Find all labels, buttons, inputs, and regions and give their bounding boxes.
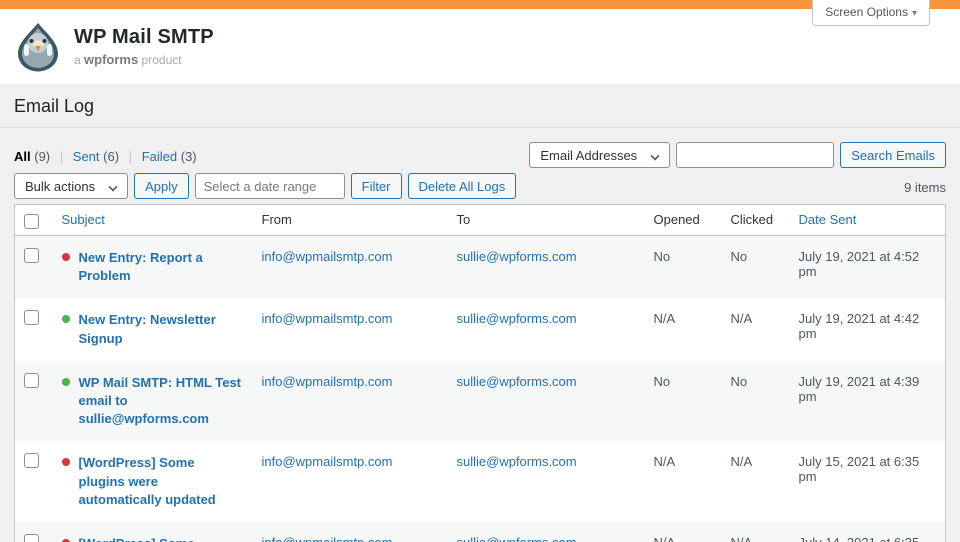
opened-value: No (653, 249, 671, 264)
clicked-value: N/A (730, 454, 753, 470)
table-header-row: Subject From To Opened Clicked Date Sent (14, 204, 946, 236)
filter-button[interactable]: Filter (350, 173, 402, 199)
to-email-link[interactable]: sullie@wpforms.com (456, 249, 577, 264)
search-input[interactable] (676, 142, 835, 168)
date-sent-value: July 15, 2021 at 6:35 pm (798, 454, 920, 485)
status-dot-icon (61, 315, 70, 324)
to-email-link[interactable]: sullie@wpforms.com (456, 373, 577, 389)
table-row: [WordPress] Some plugins were automatica… (15, 441, 946, 522)
clicked-value: No (730, 249, 748, 264)
row-checkbox[interactable] (24, 248, 39, 263)
brand-subtitle: a wpforms product (74, 52, 214, 67)
delete-all-logs-button[interactable]: Delete All Logs (407, 173, 517, 199)
wpforms-wordmark: wpforms (84, 52, 139, 67)
view-failed-link[interactable]: Failed (141, 149, 178, 164)
select-all-checkbox[interactable] (24, 214, 39, 229)
search-field-select-value: Email Addresses (540, 147, 638, 163)
search-emails-button[interactable]: Search Emails (840, 142, 946, 168)
clicked-value: N/A (730, 311, 753, 327)
column-header-clicked: Clicked (720, 204, 789, 236)
brand-text-block: WP Mail SMTP a wpforms product (74, 26, 214, 67)
opened-value: N/A (653, 311, 676, 327)
subject-link[interactable]: New Entry: Newsletter Signup (78, 312, 216, 346)
from-email-link[interactable]: info@wpmailsmtp.com (261, 249, 393, 264)
search-field-select[interactable]: Email Addresses (529, 142, 671, 168)
subject-link[interactable]: New Entry: Report a Problem (78, 250, 203, 284)
brand-sub-suffix: product (141, 53, 182, 67)
from-email-link[interactable]: info@wpmailsmtp.com (261, 373, 393, 389)
from-email-link[interactable]: info@wpmailsmtp.com (262, 535, 393, 542)
column-header-opened: Opened (643, 204, 721, 236)
date-sent-value: July 19, 2021 at 4:42 pm (798, 311, 920, 342)
to-email-link[interactable]: sullie@wpforms.com (456, 311, 577, 327)
content-area: All (9) | Sent (6) | Failed (3) Email Ad… (0, 142, 960, 542)
table-row: WP Mail SMTP: HTML Test email to sullie@… (14, 360, 946, 442)
email-table-body: New Entry: Report a Problem info@wpmails… (14, 235, 946, 542)
top-accent-bar: Screen Options ▾ (0, 0, 960, 26)
wp-mail-smtp-logo-icon (18, 22, 58, 71)
column-header-date-sent[interactable]: Date Sent (798, 212, 857, 227)
date-sent-value: July 19, 2021 at 4:39 pm (798, 373, 920, 404)
view-all-link[interactable]: All (14, 149, 31, 164)
page-title-bar: Email Log (0, 84, 960, 128)
column-header-subject[interactable]: Subject (61, 212, 105, 227)
screen-options-button[interactable]: Screen Options ▾ (812, 0, 930, 26)
row-checkbox[interactable] (24, 310, 39, 326)
to-email-link[interactable]: sullie@wpforms.com (457, 535, 577, 542)
clicked-value: N/A (721, 522, 789, 542)
status-dot-icon (61, 538, 70, 542)
view-failed-count: (3) (180, 149, 197, 164)
date-range-input[interactable] (194, 173, 345, 199)
subject-link[interactable]: [WordPress] Some plugins were automatica… (78, 455, 216, 507)
chevron-down-icon (651, 151, 659, 159)
table-row: New Entry: Newsletter Signup info@wpmail… (15, 298, 946, 360)
brand-title: WP Mail SMTP (74, 26, 214, 48)
view-filter-links: All (9) | Sent (6) | Failed (3) (14, 149, 197, 168)
row-checkbox[interactable] (24, 533, 39, 542)
table-row: [WordPress] Some plugins were automatica… (14, 521, 946, 542)
apply-button[interactable]: Apply (134, 173, 189, 199)
date-sent-value: July 14, 2021 at 6:35 pm (789, 522, 946, 542)
row-checkbox[interactable] (24, 453, 39, 469)
clicked-value: No (730, 373, 748, 389)
subject-link[interactable]: [WordPress] Some plugins were automatica… (79, 535, 242, 542)
view-separator: | (59, 149, 64, 164)
date-sent-value: July 19, 2021 at 4:52 pm (798, 249, 920, 279)
view-separator: | (128, 149, 133, 164)
screen-options-label: Screen Options (825, 5, 908, 19)
opened-value: N/A (644, 522, 721, 542)
status-dot-icon (61, 377, 70, 386)
bulk-actions-select[interactable]: Bulk actions (14, 173, 129, 199)
view-sent-count: (6) (103, 149, 120, 164)
view-all-count: (9) (34, 149, 51, 164)
chevron-down-icon: ▾ (911, 8, 917, 19)
brand-sub-prefix: a (74, 53, 81, 67)
email-log-table: Subject From To Opened Clicked Date Sent… (14, 204, 946, 542)
page-title: Email Log (14, 96, 95, 116)
items-count: 9 items (904, 180, 946, 195)
plugin-header: WP Mail SMTP a wpforms product (0, 9, 960, 84)
status-dot-icon (61, 458, 70, 467)
table-row: New Entry: Report a Problem info@wpmails… (14, 235, 946, 299)
opened-value: N/A (653, 454, 676, 470)
chevron-down-icon (109, 182, 117, 190)
row-checkbox[interactable] (24, 372, 39, 388)
column-header-from: From (251, 204, 447, 236)
column-header-to: To (446, 204, 644, 236)
opened-value: No (653, 373, 671, 389)
bulk-actions-select-value: Bulk actions (25, 178, 96, 194)
from-email-link[interactable]: info@wpmailsmtp.com (261, 311, 393, 327)
subject-link[interactable]: WP Mail SMTP: HTML Test email to sullie@… (78, 374, 242, 427)
from-email-link[interactable]: info@wpmailsmtp.com (261, 454, 393, 470)
view-sent-link[interactable]: Sent (72, 149, 100, 164)
status-dot-icon (61, 253, 70, 261)
to-email-link[interactable]: sullie@wpforms.com (456, 454, 577, 470)
